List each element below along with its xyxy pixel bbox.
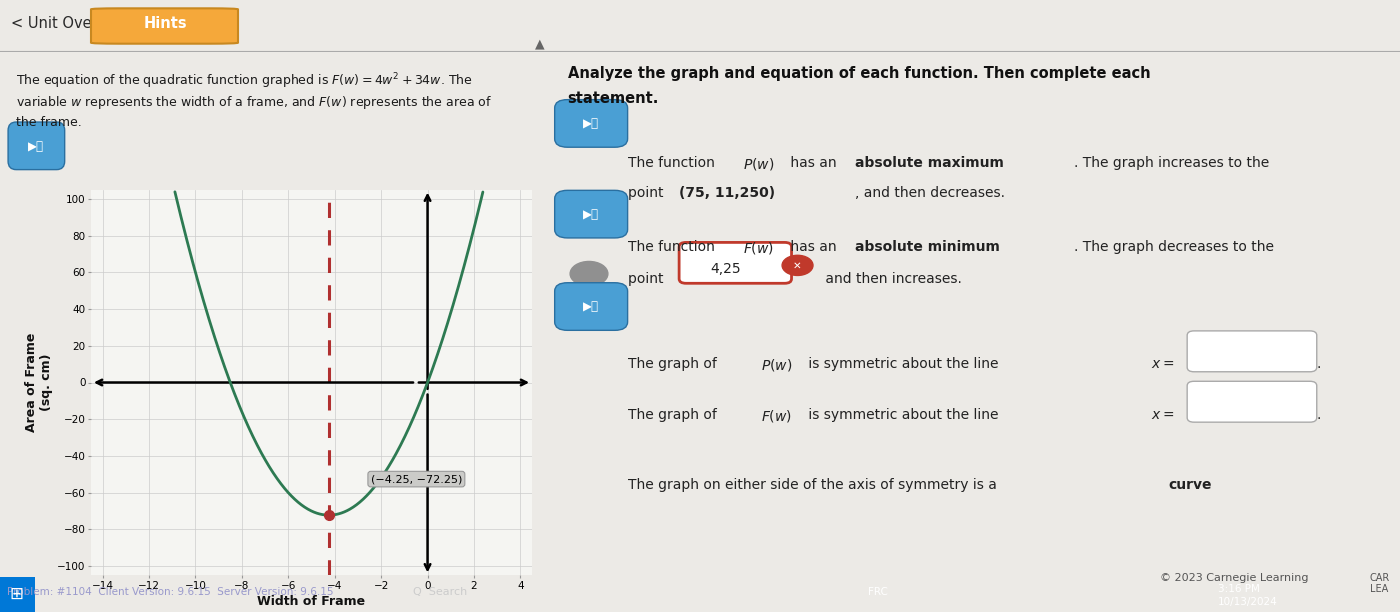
Text: variable $w$ represents the width of a frame, and $F(w)$ represents the area of: variable $w$ represents the width of a f… <box>17 94 493 111</box>
Text: point: point <box>627 272 668 286</box>
FancyBboxPatch shape <box>554 190 627 238</box>
Text: ▶⧗: ▶⧗ <box>584 117 599 130</box>
Text: has an: has an <box>787 240 841 253</box>
X-axis label: Width of Frame: Width of Frame <box>258 595 365 608</box>
Text: 10/13/2024: 10/13/2024 <box>1218 597 1278 607</box>
Text: has an: has an <box>787 155 841 170</box>
FancyBboxPatch shape <box>8 122 64 170</box>
Text: The function: The function <box>627 155 718 170</box>
Text: ✕: ✕ <box>794 260 802 271</box>
Text: Hints: Hints <box>143 16 188 31</box>
Text: 3:16 PM: 3:16 PM <box>1218 584 1260 594</box>
FancyBboxPatch shape <box>1187 331 1317 371</box>
Text: $F(w)$: $F(w)$ <box>760 408 791 424</box>
Text: is symmetric about the line: is symmetric about the line <box>804 408 1002 422</box>
FancyBboxPatch shape <box>679 242 791 283</box>
FancyBboxPatch shape <box>554 100 627 147</box>
Text: point: point <box>627 187 668 200</box>
Text: The graph on either side of the axis of symmetry is a: The graph on either side of the axis of … <box>627 477 1001 491</box>
Text: $x =$: $x =$ <box>1151 408 1175 422</box>
Text: < Unit Overview: < Unit Overview <box>11 16 132 31</box>
Text: the frame.: the frame. <box>17 116 83 129</box>
Text: FRC: FRC <box>868 588 888 597</box>
Text: ▶⧗: ▶⧗ <box>584 300 599 313</box>
Text: $P(w)$: $P(w)$ <box>743 155 774 171</box>
Text: © 2023 Carnegie Learning: © 2023 Carnegie Learning <box>1159 573 1308 583</box>
Text: CAR
LEA: CAR LEA <box>1371 573 1390 594</box>
Text: ⊞: ⊞ <box>10 585 24 603</box>
FancyBboxPatch shape <box>0 577 35 612</box>
Text: . The graph increases to the: . The graph increases to the <box>1074 155 1270 170</box>
Text: is symmetric about the line: is symmetric about the line <box>804 357 1002 371</box>
Text: .: . <box>1317 408 1322 422</box>
Text: (75, 11,250): (75, 11,250) <box>679 187 776 200</box>
Text: The graph of: The graph of <box>627 357 721 371</box>
Text: curve: curve <box>1168 477 1212 491</box>
Text: The function: The function <box>627 240 718 253</box>
Text: (−4.25, −72.25): (−4.25, −72.25) <box>371 474 462 484</box>
Text: ▶⧗: ▶⧗ <box>584 208 599 221</box>
Text: absolute maximum: absolute maximum <box>855 155 1004 170</box>
FancyBboxPatch shape <box>91 9 238 43</box>
Text: Q  Search: Q Search <box>406 588 468 597</box>
Circle shape <box>570 261 608 286</box>
Text: .: . <box>1317 357 1322 371</box>
Circle shape <box>783 255 813 275</box>
Text: $x =$: $x =$ <box>1151 357 1175 371</box>
FancyBboxPatch shape <box>1187 381 1317 422</box>
Text: , and then decreases.: , and then decreases. <box>855 187 1005 200</box>
Text: The graph of: The graph of <box>627 408 721 422</box>
Text: The equation of the quadratic function graphed is $F(w) = 4w^2 + 34w$. The: The equation of the quadratic function g… <box>17 72 473 91</box>
Text: Analyze the graph and equation of each function. Then complete each: Analyze the graph and equation of each f… <box>567 66 1151 81</box>
Text: $P(w)$: $P(w)$ <box>760 357 792 373</box>
Text: 4,25: 4,25 <box>710 262 741 276</box>
Y-axis label: Area of Frame
(sq. cm): Area of Frame (sq. cm) <box>25 333 53 432</box>
Text: ▲: ▲ <box>535 37 545 50</box>
Text: ▶⧗: ▶⧗ <box>28 140 45 152</box>
FancyBboxPatch shape <box>554 283 627 330</box>
Text: absolute minimum: absolute minimum <box>855 240 1000 253</box>
Text: Problem: #1104  Client Version: 9.6.15  Server Version: 9.6.15: Problem: #1104 Client Version: 9.6.15 Se… <box>7 588 333 597</box>
Text: $F(w)$: $F(w)$ <box>743 240 774 256</box>
Text: and then increases.: and then increases. <box>820 272 962 286</box>
Text: . The graph decreases to the: . The graph decreases to the <box>1074 240 1274 253</box>
Text: statement.: statement. <box>567 91 659 106</box>
